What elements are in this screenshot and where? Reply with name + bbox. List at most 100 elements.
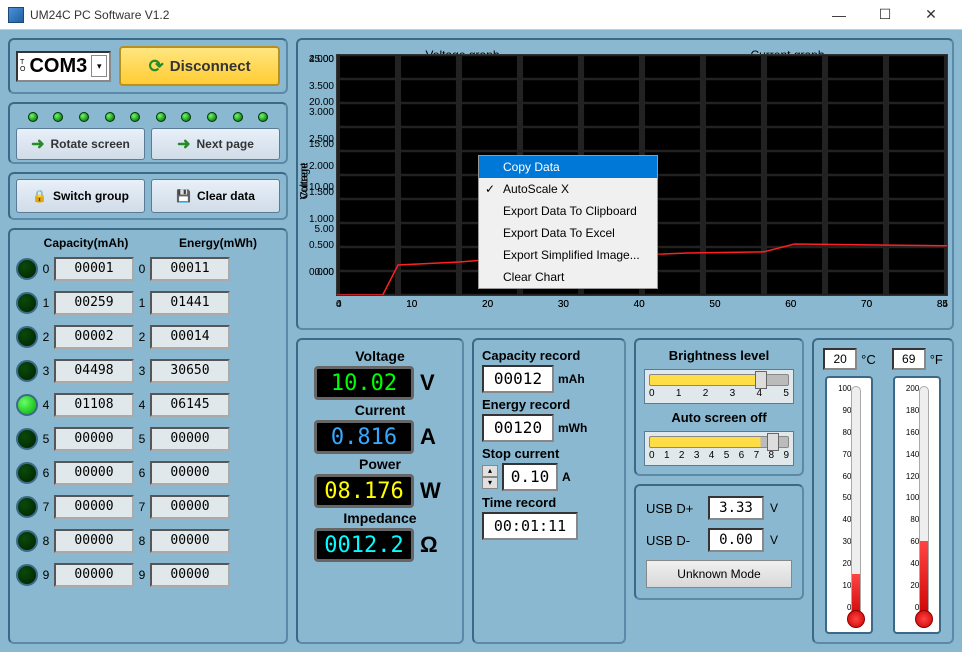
- measurements-panel: Voltage 10.02 V Current 0.816 A Power 08…: [296, 338, 464, 644]
- power-label: Power: [359, 456, 401, 472]
- power-unit: W: [420, 478, 446, 504]
- table-row[interactable]: 4 01108 4 06145: [16, 390, 280, 420]
- switch-group-button[interactable]: 🔒 Switch group: [16, 179, 145, 213]
- temp-c-unit: °C: [861, 352, 876, 367]
- row-index: 2: [40, 330, 52, 344]
- context-menu-item[interactable]: Copy Data: [479, 156, 657, 178]
- data-table-panel: Capacity(mAh) Energy(mWh) 0 00001 0 0001…: [8, 228, 288, 644]
- row-led-icon[interactable]: [16, 564, 38, 586]
- records-panel: Capacity record 00012 mAh Energy record …: [472, 338, 626, 644]
- status-led: [28, 112, 38, 122]
- row-led-icon[interactable]: [16, 428, 38, 450]
- energy-record-value: 00120: [482, 414, 554, 442]
- dropdown-icon[interactable]: ▾: [91, 55, 107, 77]
- row-index: 0: [136, 262, 148, 276]
- com-port-select[interactable]: TO COM3 ▾: [16, 51, 111, 82]
- energy-record-unit: mWh: [558, 421, 587, 435]
- status-led: [130, 112, 140, 122]
- row-led-icon[interactable]: [16, 360, 38, 382]
- row-index: 6: [136, 466, 148, 480]
- close-button[interactable]: ✕: [908, 0, 954, 30]
- table-row[interactable]: 7 00000 7 00000: [16, 492, 280, 522]
- switch-label: Switch group: [53, 189, 129, 203]
- title-bar: UM24C PC Software V1.2 — ☐ ✕: [0, 0, 962, 30]
- com-port-value: COM3: [25, 55, 91, 78]
- led-strip: [16, 110, 280, 124]
- group-panel: 🔒 Switch group 💾 Clear data: [8, 172, 288, 220]
- usb-dm-label: USB D-: [646, 533, 702, 548]
- row-index: 6: [40, 466, 52, 480]
- refresh-icon: ⟳: [149, 56, 164, 77]
- clear-label: Clear data: [197, 189, 255, 203]
- capacity-cell: 00000: [54, 563, 134, 587]
- row-led-icon[interactable]: [16, 258, 38, 280]
- row-index: 8: [40, 534, 52, 548]
- row-led-icon[interactable]: [16, 292, 38, 314]
- row-index: 4: [40, 398, 52, 412]
- time-record-label: Time record: [482, 495, 616, 510]
- context-menu-item[interactable]: ✓AutoScale X: [479, 178, 657, 200]
- sliders-panel: Brightness level 012345 Auto screen off …: [634, 338, 804, 476]
- context-menu-item[interactable]: Export Simplified Image...: [479, 244, 657, 266]
- stop-current-stepper[interactable]: ▴ ▾: [482, 465, 498, 489]
- status-led: [53, 112, 63, 122]
- capacity-header: Capacity(mAh): [16, 236, 156, 250]
- auto-off-slider[interactable]: [649, 436, 789, 448]
- thermometer-f: 200180160140120100806040200: [893, 376, 941, 634]
- status-led: [233, 112, 243, 122]
- row-index: 7: [136, 500, 148, 514]
- context-menu-item[interactable]: Export Data To Clipboard: [479, 200, 657, 222]
- usb-dp-unit: V: [770, 501, 778, 515]
- current-value: 0.816: [314, 420, 414, 454]
- context-menu-item[interactable]: Export Data To Excel: [479, 222, 657, 244]
- temp-f-unit: °F: [930, 352, 943, 367]
- disk-icon: 💾: [176, 189, 191, 203]
- stop-current-label: Stop current: [482, 446, 616, 461]
- stop-current-value[interactable]: 0.10: [502, 463, 558, 491]
- next-arrow-icon: ➜: [177, 134, 190, 154]
- disconnect-button[interactable]: ⟳ Disconnect: [119, 46, 280, 86]
- table-row[interactable]: 3 04498 3 30650: [16, 356, 280, 386]
- table-row[interactable]: 2 00002 2 00014: [16, 322, 280, 352]
- minimize-button[interactable]: —: [816, 0, 862, 30]
- step-down-icon[interactable]: ▾: [482, 477, 498, 489]
- table-row[interactable]: 8 00000 8 00000: [16, 526, 280, 556]
- app-icon: [8, 7, 24, 23]
- table-row[interactable]: 0 00001 0 00011: [16, 254, 280, 284]
- step-up-icon[interactable]: ▴: [482, 465, 498, 477]
- disconnect-label: Disconnect: [170, 58, 251, 75]
- stop-current-unit: A: [562, 470, 571, 484]
- capacity-cell: 00259: [54, 291, 134, 315]
- energy-cell: 00000: [150, 427, 230, 451]
- rotate-screen-button[interactable]: ➜ Rotate screen: [16, 128, 145, 160]
- row-led-icon[interactable]: [16, 394, 38, 416]
- status-led: [258, 112, 268, 122]
- row-led-icon[interactable]: [16, 326, 38, 348]
- time-record-value: 00:01:11: [482, 512, 578, 540]
- table-row[interactable]: 9 00000 9 00000: [16, 560, 280, 590]
- status-led: [156, 112, 166, 122]
- temp-f-value: 69: [892, 348, 926, 370]
- table-row[interactable]: 5 00000 5 00000: [16, 424, 280, 454]
- row-led-icon[interactable]: [16, 462, 38, 484]
- maximize-button[interactable]: ☐: [862, 0, 908, 30]
- table-row[interactable]: 1 00259 1 01441: [16, 288, 280, 318]
- row-led-icon[interactable]: [16, 496, 38, 518]
- row-led-icon[interactable]: [16, 530, 38, 552]
- connection-panel: TO COM3 ▾ ⟳ Disconnect: [8, 38, 288, 94]
- next-page-button[interactable]: ➜ Next page: [151, 128, 280, 160]
- clear-data-button[interactable]: 💾 Clear data: [151, 179, 280, 213]
- capacity-cell: 00000: [54, 529, 134, 553]
- context-menu-item[interactable]: Clear Chart: [479, 266, 657, 288]
- energy-cell: 00000: [150, 563, 230, 587]
- brightness-label: Brightness level: [644, 348, 794, 363]
- energy-cell: 00000: [150, 529, 230, 553]
- thermometer-c: 1009080706050403020100: [825, 376, 873, 634]
- context-menu[interactable]: Copy Data✓AutoScale XExport Data To Clip…: [478, 155, 658, 289]
- brightness-slider[interactable]: [649, 374, 789, 386]
- usb-mode-button[interactable]: Unknown Mode: [646, 560, 792, 588]
- energy-cell: 00011: [150, 257, 230, 281]
- capacity-record-value: 00012: [482, 365, 554, 393]
- table-row[interactable]: 6 00000 6 00000: [16, 458, 280, 488]
- row-index: 8: [136, 534, 148, 548]
